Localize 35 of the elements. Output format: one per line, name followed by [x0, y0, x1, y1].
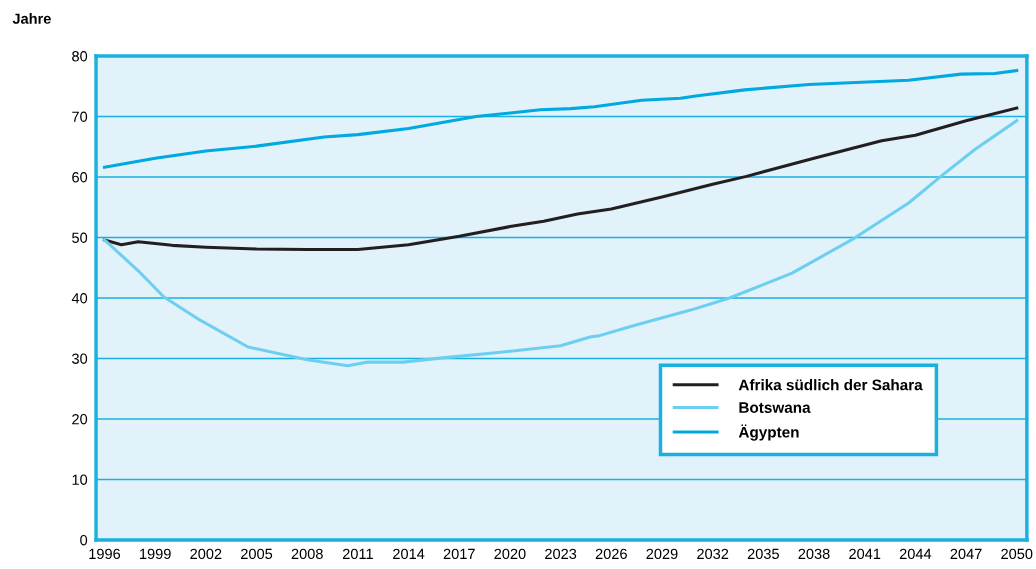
x-tick-label: 2038 — [798, 548, 830, 560]
line-series — [102, 119, 1019, 368]
x-tick-label: 2008 — [291, 548, 323, 560]
x-tick-label: 2035 — [747, 548, 779, 560]
x-tick-label: 2011 — [342, 548, 373, 560]
x-tick-label: 2029 — [646, 548, 678, 560]
x-tick-label: 2023 — [545, 548, 577, 560]
y-tick-label: 60 — [72, 172, 88, 183]
x-tick-label: 2017 — [443, 548, 475, 560]
line-series — [102, 106, 1019, 252]
y-tick-label: 70 — [72, 111, 88, 122]
x-tick-label: 2026 — [595, 548, 627, 560]
y-tick-label: 0 — [80, 535, 88, 546]
y-tick-label: 80 — [72, 51, 88, 62]
x-tick-label: 2005 — [241, 548, 273, 560]
y-tick-label: 20 — [72, 414, 88, 425]
y-tick-label: 40 — [71, 293, 88, 304]
y-tick-label: 10 — [72, 474, 88, 485]
legend-label: Botswana — [739, 402, 811, 413]
x-tick-label: 2044 — [899, 548, 932, 560]
x-tick-label: 1996 — [89, 548, 121, 560]
x-tick-label: 2032 — [697, 548, 729, 560]
y-tick-label: 50 — [72, 232, 88, 243]
y-tick-label: 30 — [72, 353, 88, 364]
y-axis-title: Jahre — [12, 13, 51, 24]
x-tick-label: 2047 — [950, 548, 982, 560]
x-tick-label: 2050 — [1001, 548, 1033, 560]
x-tick-label: 2002 — [190, 548, 222, 560]
legend-label: Ägypten — [738, 424, 799, 441]
legend-label: Afrika südlich der Sahara — [738, 379, 923, 391]
x-tick-label: 2014 — [393, 548, 425, 560]
line-series — [102, 68, 1019, 169]
x-tick-label: 2041 — [849, 548, 881, 560]
x-tick-label: 2020 — [494, 548, 526, 560]
x-tick-label: 1999 — [140, 548, 171, 560]
